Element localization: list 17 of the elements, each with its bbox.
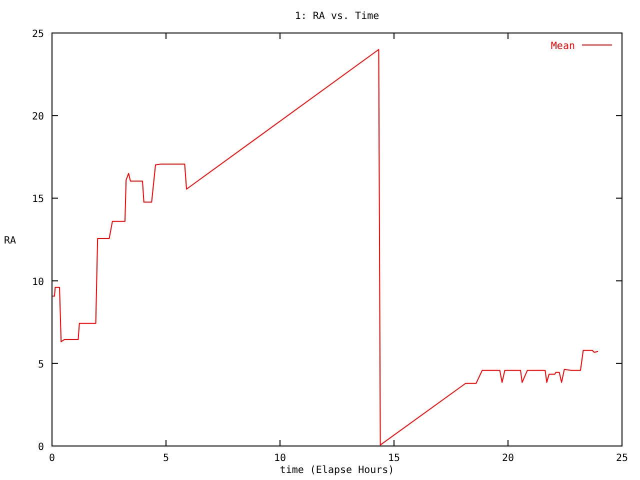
chart-title: 1: RA vs. Time: [294, 11, 380, 22]
x-tick-label: 0: [48, 453, 56, 464]
x-tick-label: 5: [162, 453, 170, 464]
line-series: [52, 49, 599, 446]
legend-label: Mean: [550, 41, 575, 52]
y-tick-label: 20: [32, 112, 44, 123]
y-tick-label: 0: [38, 442, 44, 453]
y-tick-label: 25: [32, 29, 44, 40]
x-tick-label: 20: [502, 453, 514, 464]
x-tick-label: 25: [616, 453, 628, 464]
y-tick-label: 15: [32, 194, 44, 206]
y-axis-title: RA: [4, 236, 16, 246]
y-tick-label: 5: [38, 359, 44, 370]
x-axis-title: time (Elapse Hours): [280, 465, 394, 476]
x-tick-label: 10: [274, 453, 286, 464]
y-tick-label: 10: [32, 276, 44, 288]
x-tick-label: 15: [388, 453, 400, 464]
